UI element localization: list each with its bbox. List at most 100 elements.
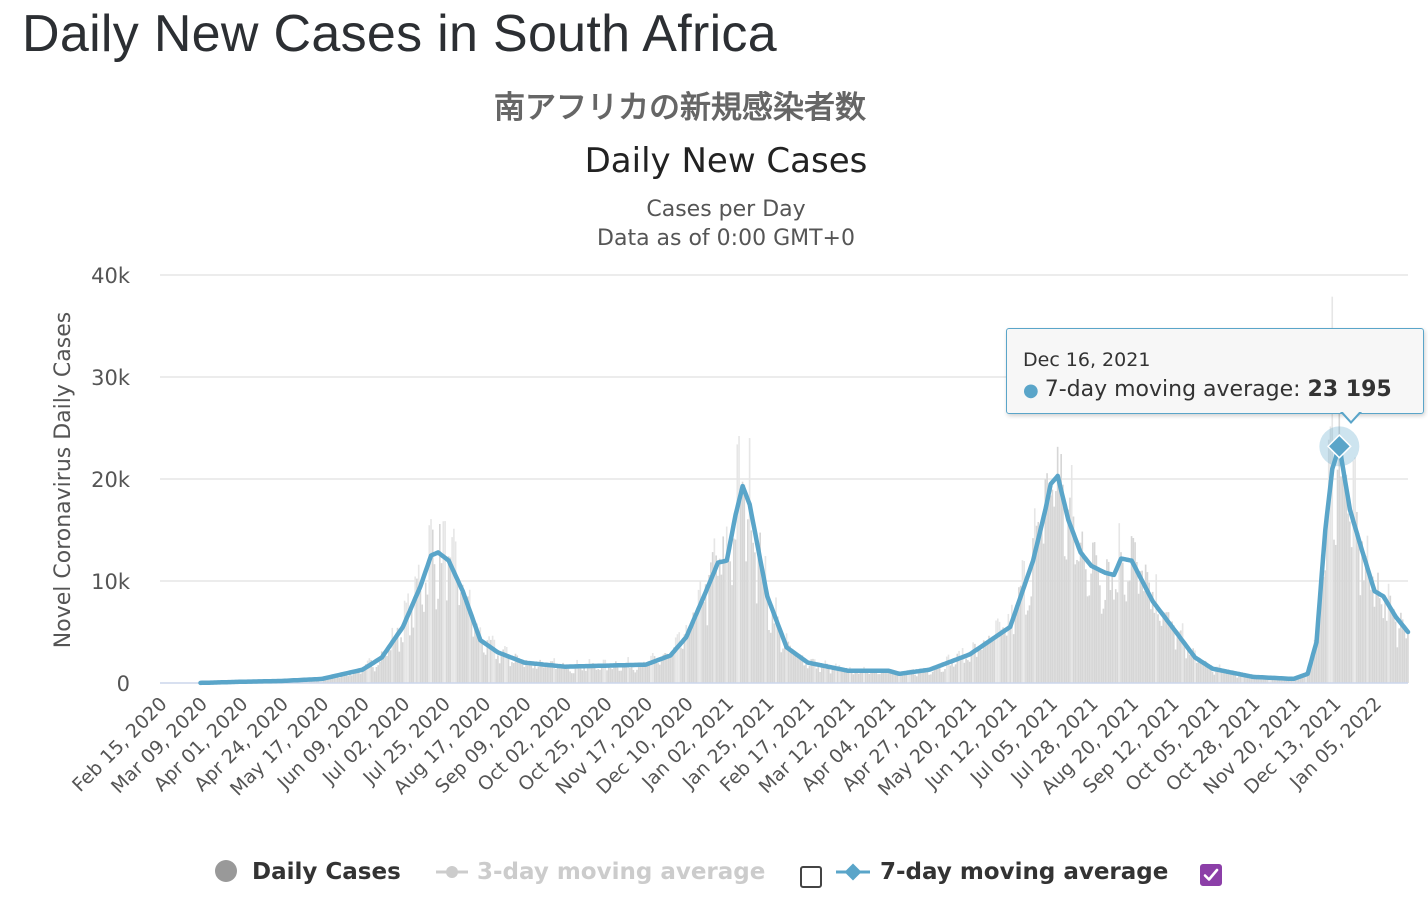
daily-bar bbox=[866, 669, 869, 683]
daily-bar bbox=[370, 660, 372, 683]
daily-bar bbox=[1276, 677, 1279, 683]
highlight-point bbox=[1326, 434, 1352, 459]
legend-daily-cases[interactable]: Daily Cases bbox=[252, 852, 401, 892]
daily-bar bbox=[713, 538, 716, 683]
legend-ma3[interactable]: 3-day moving average bbox=[477, 852, 765, 892]
daily-bar bbox=[667, 654, 670, 683]
daily-bar bbox=[960, 660, 962, 683]
daily-bar bbox=[583, 667, 585, 683]
daily-bar bbox=[377, 665, 380, 683]
daily-bar bbox=[1366, 535, 1369, 683]
daily-bar bbox=[886, 671, 888, 683]
daily-bar bbox=[398, 651, 401, 683]
legend-ma7[interactable]: 7-day moving average bbox=[880, 852, 1168, 892]
daily-bar bbox=[368, 658, 371, 683]
daily-bar bbox=[1398, 628, 1400, 683]
daily-bar bbox=[569, 671, 571, 683]
daily-bar bbox=[1400, 612, 1402, 683]
ma3-checkbox[interactable] bbox=[800, 866, 822, 888]
daily-bar bbox=[1340, 476, 1342, 683]
daily-bar bbox=[1347, 513, 1349, 683]
daily-bar bbox=[1088, 595, 1091, 683]
daily-bar bbox=[579, 668, 582, 683]
daily-bar bbox=[1021, 560, 1024, 683]
daily-bar bbox=[947, 654, 950, 683]
daily-bar bbox=[794, 654, 797, 683]
daily-bar bbox=[1331, 296, 1334, 683]
daily-bar bbox=[571, 673, 573, 683]
daily-bar bbox=[1188, 654, 1191, 683]
daily-bar bbox=[1187, 649, 1189, 683]
daily-bar bbox=[769, 632, 772, 683]
daily-bar bbox=[644, 665, 647, 683]
daily-bar bbox=[1011, 604, 1013, 683]
daily-bar bbox=[708, 574, 710, 683]
daily-bar bbox=[701, 599, 703, 683]
daily-bar bbox=[776, 616, 779, 683]
daily-bar bbox=[356, 669, 358, 683]
daily-bar bbox=[750, 530, 753, 683]
daily-bar bbox=[775, 597, 777, 683]
daily-bar bbox=[1153, 612, 1156, 683]
highlight-marker[interactable] bbox=[1319, 426, 1360, 467]
daily-bar bbox=[678, 632, 681, 683]
daily-bar bbox=[1236, 677, 1238, 683]
daily-bar bbox=[1169, 622, 1172, 683]
daily-bar bbox=[1253, 677, 1256, 683]
daily-bar bbox=[1231, 672, 1233, 683]
daily-bar bbox=[1201, 660, 1203, 683]
daily-bar bbox=[1164, 612, 1166, 683]
daily-bar bbox=[761, 573, 763, 683]
daily-bar bbox=[945, 656, 948, 683]
daily-bar bbox=[1173, 625, 1175, 683]
daily-bar bbox=[1180, 630, 1182, 683]
daily-bar bbox=[671, 655, 673, 683]
daily-bar bbox=[720, 574, 723, 683]
daily-bar bbox=[653, 656, 656, 683]
daily-bar bbox=[806, 668, 809, 683]
daily-bar bbox=[521, 662, 524, 683]
ma7-series[interactable] bbox=[198, 444, 1411, 686]
daily-bar bbox=[1370, 589, 1372, 683]
daily-bar bbox=[1319, 612, 1321, 683]
daily-bar bbox=[928, 674, 930, 683]
daily-bar bbox=[1405, 638, 1407, 683]
daily-bar bbox=[910, 669, 913, 683]
daily-bar bbox=[1137, 593, 1140, 683]
daily-bar bbox=[826, 663, 828, 683]
daily-bar bbox=[1234, 674, 1237, 683]
daily-bar bbox=[516, 655, 519, 683]
daily-bar bbox=[1039, 527, 1041, 683]
daily-bar bbox=[1079, 542, 1082, 683]
daily-bar bbox=[710, 562, 712, 683]
daily-bar bbox=[1067, 509, 1070, 683]
daily-bar bbox=[796, 653, 798, 683]
daily-bar bbox=[752, 542, 754, 683]
daily-bar bbox=[1301, 676, 1304, 683]
daily-cases-legend-icon bbox=[215, 860, 237, 882]
daily-bar bbox=[694, 620, 696, 683]
daily-bar bbox=[544, 663, 547, 683]
daily-bar bbox=[593, 664, 596, 683]
daily-bar bbox=[1324, 570, 1327, 683]
daily-bar bbox=[1012, 634, 1015, 683]
daily-bar bbox=[412, 627, 415, 683]
daily-bar bbox=[757, 554, 760, 683]
ma7-checkbox[interactable] bbox=[1200, 864, 1222, 886]
daily-bar bbox=[1127, 581, 1129, 683]
daily-bar bbox=[1245, 675, 1247, 683]
daily-bar bbox=[1248, 677, 1251, 683]
daily-bar bbox=[609, 667, 612, 683]
daily-bar bbox=[1139, 571, 1142, 683]
daily-bar bbox=[979, 646, 982, 683]
daily-bar bbox=[379, 661, 381, 683]
page-title: Daily New Cases in South Africa bbox=[22, 5, 777, 63]
daily-bar bbox=[674, 637, 677, 683]
daily-bar bbox=[1317, 619, 1319, 683]
daily-bar bbox=[504, 646, 506, 683]
daily-bar bbox=[852, 674, 855, 683]
daily-bar bbox=[423, 611, 425, 683]
daily-bar bbox=[734, 539, 737, 683]
daily-bar bbox=[1255, 676, 1258, 683]
